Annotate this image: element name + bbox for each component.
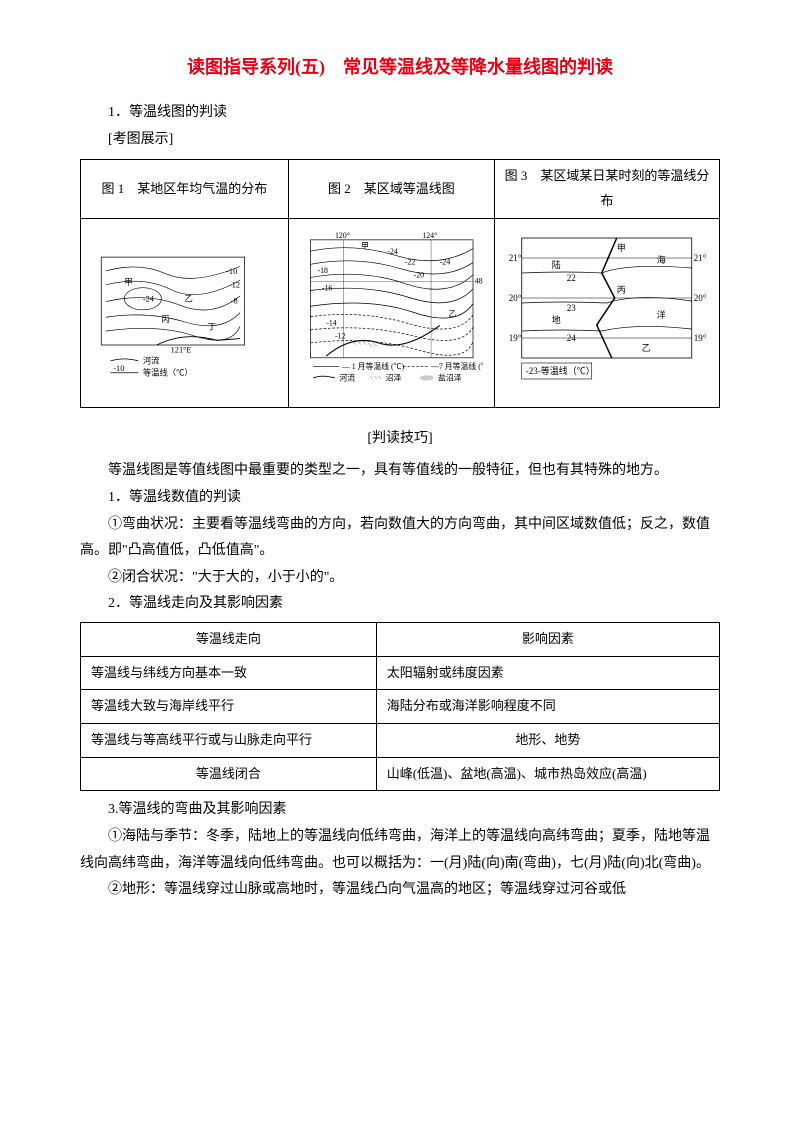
svg-text:甲: 甲 (124, 278, 132, 287)
t2-h2: 影响因素 (376, 622, 719, 656)
svg-text:甲: 甲 (617, 243, 626, 253)
svg-text:丙: 丙 (161, 315, 169, 324)
fig3-svg: 21° 21° 20° 20° 19° 19° 甲 陆 海 22 (506, 223, 707, 393)
svg-text:19°: 19° (509, 333, 522, 343)
svg-text:-10: -10 (113, 364, 124, 373)
tips-p4: ①海陆与季节：冬季，陆地上的等温线向低纬弯曲，海洋上的等温线向高纬弯曲；夏季，陆… (80, 824, 720, 877)
t2-r0c1: 太阳辐射或纬度因素 (376, 656, 719, 690)
svg-text:乙: 乙 (642, 343, 651, 353)
svg-text:---7 月等温线 (℃): ---7 月等温线 (℃) (431, 362, 483, 372)
tips-heading: [判读技巧] (80, 426, 720, 453)
svg-text:丁: 丁 (208, 323, 216, 332)
tips-p3: ②闭合状况："大于大的，小于小的"。 (80, 565, 720, 592)
svg-text:-12: -12 (335, 332, 346, 341)
fig1-header: 图 1 某地区年均气温的分布 (81, 160, 289, 218)
svg-text:河流: 河流 (339, 373, 355, 383)
svg-text:22: 22 (567, 273, 576, 283)
svg-text:沼泽: 沼泽 (385, 374, 401, 383)
svg-text:20°: 20° (694, 293, 707, 303)
t2-r1c0: 等温线大致与海岸线平行 (81, 690, 377, 724)
svg-text:— 1 月等温线 (℃): — 1 月等温线 (℃) (341, 362, 405, 372)
svg-text:地: 地 (552, 314, 561, 325)
svg-text:-8: -8 (231, 297, 238, 306)
fig2-header: 图 2 某区域等温线图 (288, 160, 494, 218)
svg-text:-24: -24 (143, 295, 155, 304)
intro-line-1: 1．等温线图的判读 (80, 100, 720, 127)
factor-table: 等温线走向 影响因素 等温线与纬线方向基本一致 太阳辐射或纬度因素 等温线大致与… (80, 622, 720, 791)
svg-text:20°: 20° (509, 293, 522, 303)
svg-text:48°: 48° (474, 277, 483, 286)
svg-text:121°E: 121°E (171, 346, 192, 355)
svg-text:-12: -12 (229, 281, 240, 290)
svg-text:21°: 21° (509, 253, 522, 263)
tips-p2: ①弯曲状况：主要看等温线弯曲的方向，若向数值大的方向弯曲，其中间区域数值低；反之… (80, 512, 720, 565)
t2-r2c1: 地形、地势 (376, 723, 719, 757)
svg-text:21°: 21° (694, 253, 707, 263)
tips-h2: 2．等温线走向及其影响因素 (80, 591, 720, 618)
svg-text:120°: 120° (335, 232, 350, 241)
svg-text:124°: 124° (422, 232, 437, 241)
svg-text:-14: -14 (326, 319, 337, 328)
svg-text:等温线（℃）: 等温线（℃） (143, 368, 193, 378)
svg-text:-24: -24 (387, 247, 398, 256)
svg-text:19°: 19° (694, 333, 707, 343)
fig3-header: 图 3 某区域某日某时刻的等温线分布 (494, 160, 719, 218)
t2-r0c0: 等温线与纬线方向基本一致 (81, 656, 377, 690)
svg-text:乙: 乙 (448, 310, 456, 319)
t2-r3c1: 山峰(低温)、盆地(高温)、城市热岛效应(高温) (376, 757, 719, 791)
svg-text:丙: 丙 (617, 285, 626, 295)
fig2-svg: 120° 124° 48° (300, 223, 483, 393)
t2-r1c1: 海陆分布或海洋影响程度不同 (376, 690, 719, 724)
svg-text:-20: -20 (413, 271, 424, 280)
svg-text:乙: 乙 (184, 295, 192, 304)
t2-h1: 等温线走向 (81, 622, 377, 656)
tips-h3: 3.等温线的弯曲及其影响因素 (80, 797, 720, 824)
fig1-cell: 甲 -24 乙 -10 -12 -8 丙 丁 121°E 河流 -10 等温线（… (81, 218, 289, 407)
svg-text:-24: -24 (439, 258, 450, 267)
tips-p5: ②地形：等温线穿过山脉或高地时，等温线凸向气温高的地区；等温线穿过河谷或低 (80, 877, 720, 904)
svg-text:24: 24 (567, 333, 577, 343)
page: 读图指导系列(五) 常见等温线及等降水量线图的判读 1．等温线图的判读 [考图展… (0, 0, 800, 1132)
page-title: 读图指导系列(五) 常见等温线及等降水量线图的判读 (80, 50, 720, 84)
tips-h1: 1．等温线数值的判读 (80, 485, 720, 512)
svg-text:洋: 洋 (657, 309, 666, 320)
svg-text:-23-等温线（℃）: -23-等温线（℃） (526, 365, 595, 376)
fig2-cell: 120° 124° 48° (288, 218, 494, 407)
t2-r3c0: 等温线闭合 (81, 757, 377, 791)
t2-r2c0: 等温线与等高线平行或与山脉走向平行 (81, 723, 377, 757)
fig3-cell: 21° 21° 20° 20° 19° 19° 甲 陆 海 22 (494, 218, 719, 407)
svg-text:海: 海 (657, 254, 666, 265)
svg-text:-10: -10 (226, 267, 237, 276)
svg-text:陆: 陆 (552, 259, 561, 270)
intro-line-2: [考图展示] (80, 127, 720, 154)
title-text: 读图指导系列(五) 常见等温线及等降水量线图的判读 (187, 57, 613, 77)
tips-p1: 等温线图是等值线图中最重要的类型之一，具有等值线的一般特征，但也有其特殊的地方。 (80, 458, 720, 485)
svg-text:甲: 甲 (361, 242, 369, 251)
svg-text:河流: 河流 (143, 356, 160, 366)
svg-text:-18: -18 (317, 266, 328, 275)
fig1-svg: 甲 -24 乙 -10 -12 -8 丙 丁 121°E 河流 -10 等温线（… (92, 223, 277, 393)
svg-text:23: 23 (567, 303, 577, 313)
svg-text:-22: -22 (404, 258, 415, 267)
svg-text:-16: -16 (321, 284, 332, 293)
figure-table: 图 1 某地区年均气温的分布 图 2 某区域等温线图 图 3 某区域某日某时刻的… (80, 159, 720, 407)
svg-text:盐沼泽: 盐沼泽 (438, 373, 462, 383)
